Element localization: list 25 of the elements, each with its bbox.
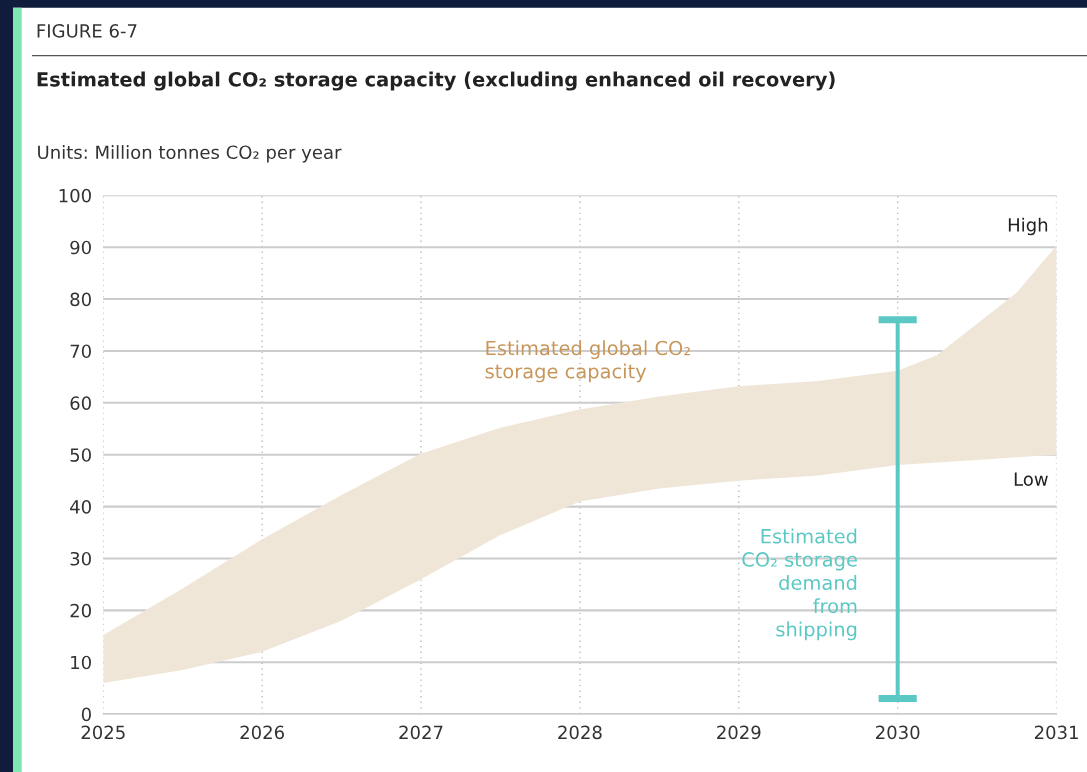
y-tick-label: 0 [81,707,91,722]
y-tick-label: 70 [70,344,91,359]
y-tick-label: 20 [70,603,91,618]
x-tick-label: 2029 [717,725,761,740]
y-tick-label: 10 [71,655,91,670]
annotation: High [1008,217,1048,236]
annotation: Low [1014,472,1048,486]
y-tick-label: 30 [70,551,91,566]
y-tick-label: 50 [70,448,91,462]
series-label: Estimated global CO₂ storage capacity [485,340,690,383]
y-tick-label: 60 [70,396,91,410]
series-label: Estimated CO₂ storage demand from shipping [742,528,857,641]
caption: FIGURE 6-7 [37,24,137,38]
y-tick-label: 80 [70,292,91,307]
y-axis-title: Units: Million tonnes CO₂ per year [38,145,342,163]
y-tick-label: 100 [59,188,91,203]
x-tick-label: 2028 [558,725,602,740]
chart-title: Estimated global CO₂ storage capacity (excluding enhanced oil recovery) [37,71,835,91]
x-tick-label: 2027 [399,725,443,740]
x-tick-label: 2025 [81,725,125,740]
x-tick-label: 2030 [876,725,920,740]
x-tick-label: 2026 [240,725,284,740]
y-tick-label: 40 [70,500,91,514]
y-tick-label: 90 [70,240,91,255]
x-tick-label: 2031 [1034,725,1078,740]
